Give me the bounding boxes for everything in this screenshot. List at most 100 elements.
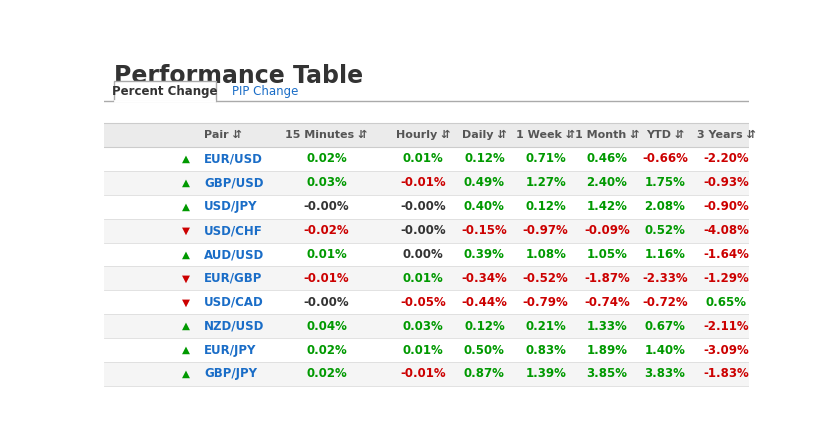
Text: 0.02%: 0.02%	[306, 343, 347, 357]
Text: -0.90%: -0.90%	[703, 200, 749, 213]
Text: EUR/JPY: EUR/JPY	[204, 343, 256, 357]
Text: NZD/USD: NZD/USD	[204, 320, 265, 333]
Text: 0.71%: 0.71%	[525, 153, 566, 166]
Bar	[104, 243, 749, 267]
Text: -0.15%: -0.15%	[462, 224, 508, 237]
Text: 0.03%: 0.03%	[306, 177, 347, 189]
Text: 2.08%: 2.08%	[645, 200, 686, 213]
Text: 0.01%: 0.01%	[306, 248, 347, 261]
Text: -0.00%: -0.00%	[304, 200, 349, 213]
Text: 2.40%: 2.40%	[587, 177, 627, 189]
Text: -1.87%: -1.87%	[584, 272, 630, 285]
Text: -1.29%: -1.29%	[703, 272, 749, 285]
Text: 1.27%: 1.27%	[525, 177, 566, 189]
Bar	[104, 123, 749, 147]
Text: USD/CHF: USD/CHF	[204, 224, 263, 237]
Text: 1.40%: 1.40%	[645, 343, 686, 357]
Bar	[104, 314, 749, 338]
Text: 1.16%: 1.16%	[645, 248, 686, 261]
Text: 1.42%: 1.42%	[587, 200, 627, 213]
Text: 0.12%: 0.12%	[464, 320, 505, 333]
Text: -0.00%: -0.00%	[400, 200, 446, 213]
Text: 0.02%: 0.02%	[306, 153, 347, 166]
Text: USD/JPY: USD/JPY	[204, 200, 257, 213]
Text: -4.08%: -4.08%	[703, 224, 749, 237]
Bar	[104, 362, 749, 386]
Text: ▲: ▲	[182, 202, 190, 212]
Text: GBP/JPY: GBP/JPY	[204, 368, 257, 381]
Text: 0.49%: 0.49%	[464, 177, 505, 189]
Text: -0.34%: -0.34%	[462, 272, 508, 285]
Text: 0.00%: 0.00%	[403, 248, 443, 261]
Text: -0.02%: -0.02%	[304, 224, 349, 237]
Text: 0.12%: 0.12%	[464, 153, 505, 166]
Text: ▲: ▲	[182, 345, 190, 355]
Bar	[114, 81, 215, 101]
Text: Percent Change: Percent Change	[111, 85, 217, 97]
Text: 0.46%: 0.46%	[587, 153, 627, 166]
Text: 1.33%: 1.33%	[587, 320, 627, 333]
Text: ▲: ▲	[182, 178, 190, 188]
Text: -0.66%: -0.66%	[642, 153, 688, 166]
Text: 0.50%: 0.50%	[464, 343, 505, 357]
Text: Hourly ⇵: Hourly ⇵	[396, 130, 450, 140]
Text: -0.05%: -0.05%	[400, 296, 446, 309]
Text: 3.85%: 3.85%	[587, 368, 627, 381]
Text: -0.01%: -0.01%	[400, 368, 446, 381]
Text: 0.83%: 0.83%	[525, 343, 566, 357]
Text: ▲: ▲	[182, 369, 190, 379]
Text: 3.83%: 3.83%	[645, 368, 686, 381]
Text: EUR/USD: EUR/USD	[204, 153, 263, 166]
Text: -0.44%: -0.44%	[462, 296, 508, 309]
Bar	[104, 147, 749, 171]
Text: 0.01%: 0.01%	[403, 272, 443, 285]
Bar	[104, 267, 749, 290]
Text: -2.33%: -2.33%	[642, 272, 688, 285]
Text: ▲: ▲	[182, 250, 190, 260]
Text: Performance Table: Performance Table	[114, 64, 363, 88]
Text: ▼: ▼	[182, 297, 190, 307]
Text: -2.20%: -2.20%	[703, 153, 749, 166]
Text: -0.72%: -0.72%	[642, 296, 688, 309]
Text: GBP/USD: GBP/USD	[204, 177, 264, 189]
Text: 0.87%: 0.87%	[464, 368, 505, 381]
Text: 1 Week ⇵: 1 Week ⇵	[516, 130, 575, 140]
Text: USD/CAD: USD/CAD	[204, 296, 264, 309]
Bar	[104, 290, 749, 314]
Text: Pair ⇵: Pair ⇵	[204, 130, 242, 140]
Text: ▲: ▲	[182, 154, 190, 164]
Text: 3 Years ⇵: 3 Years ⇵	[696, 130, 755, 140]
Text: 0.40%: 0.40%	[464, 200, 505, 213]
Text: 1.05%: 1.05%	[587, 248, 627, 261]
Text: 0.02%: 0.02%	[306, 368, 347, 381]
Text: -0.00%: -0.00%	[304, 296, 349, 309]
Text: -0.93%: -0.93%	[703, 177, 749, 189]
Text: 0.39%: 0.39%	[464, 248, 505, 261]
Text: -0.74%: -0.74%	[584, 296, 630, 309]
Text: 1.75%: 1.75%	[645, 177, 686, 189]
Bar	[104, 338, 749, 362]
Text: 0.01%: 0.01%	[403, 343, 443, 357]
Text: -2.11%: -2.11%	[703, 320, 749, 333]
Text: -0.01%: -0.01%	[304, 272, 349, 285]
Text: 0.12%: 0.12%	[525, 200, 566, 213]
Text: 15 Minutes ⇵: 15 Minutes ⇵	[285, 130, 368, 140]
Text: YTD ⇵: YTD ⇵	[646, 130, 684, 140]
Text: -0.52%: -0.52%	[522, 272, 568, 285]
Text: 1 Month ⇵: 1 Month ⇵	[575, 130, 639, 140]
Text: ▼: ▼	[182, 274, 190, 283]
Bar	[104, 171, 749, 195]
Text: -1.64%: -1.64%	[703, 248, 749, 261]
Text: 0.04%: 0.04%	[306, 320, 347, 333]
Text: 1.08%: 1.08%	[525, 248, 566, 261]
Text: 0.67%: 0.67%	[645, 320, 686, 333]
Text: 0.03%: 0.03%	[403, 320, 443, 333]
Text: -3.09%: -3.09%	[703, 343, 749, 357]
Text: -0.79%: -0.79%	[522, 296, 568, 309]
Text: 0.65%: 0.65%	[706, 296, 747, 309]
Text: -0.01%: -0.01%	[400, 177, 446, 189]
Text: 1.89%: 1.89%	[587, 343, 627, 357]
Bar	[104, 195, 749, 218]
Text: PIP Change: PIP Change	[231, 85, 298, 97]
Text: ▼: ▼	[182, 225, 190, 236]
